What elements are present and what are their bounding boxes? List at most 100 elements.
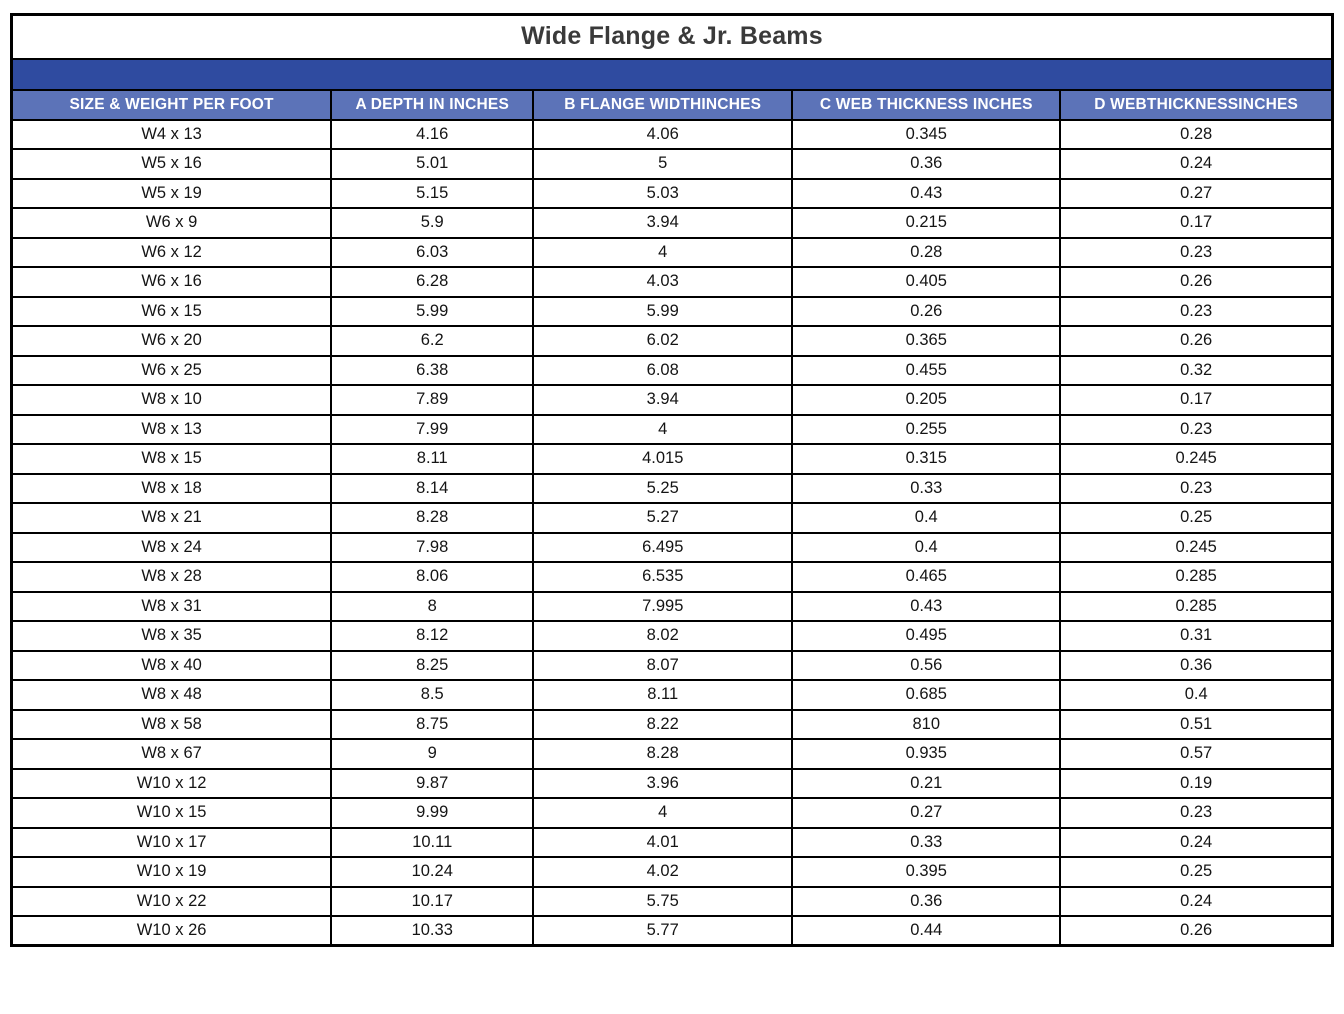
table-cell: 7.89 [330,384,535,416]
table-row: W6 x 16 6.28 4.03 0.405 0.26 [10,266,1334,298]
table-row: W6 x 25 6.38 6.08 0.455 0.32 [10,354,1334,386]
table-cell: 8.07 [532,649,794,681]
table-row: W10 x 17 10.11 4.01 0.33 0.24 [10,826,1334,858]
table-cell: 8.11 [532,679,794,711]
table-cell: 0.26 [1059,266,1334,298]
table-cell: 3.96 [532,767,794,799]
table-cell: 5.77 [532,915,794,947]
table-cell: W6 x 12 [10,236,333,268]
table-cell: 10.24 [330,856,535,888]
table-cell: W8 x 21 [10,502,333,534]
table-cell: W5 x 19 [10,177,333,209]
table-cell: W8 x 18 [10,472,333,504]
table-cell: 0.43 [791,177,1062,209]
table-cell: 0.26 [1059,325,1334,357]
table-cell: 6.28 [330,266,535,298]
table-cell: 4.03 [532,266,794,298]
table-cell: W8 x 58 [10,708,333,740]
table-cell: 5.01 [330,148,535,180]
table-row: W8 x 40 8.25 8.07 0.56 0.36 [10,649,1334,681]
table-cell: 6.495 [532,531,794,563]
table-cell: 5.9 [330,207,535,239]
table-cell: 8.06 [330,561,535,593]
table-cell: 0.24 [1059,148,1334,180]
table-cell: 4.01 [532,826,794,858]
table-cell: W6 x 15 [10,295,333,327]
blue-band [11,57,1333,91]
table-cell: 0.345 [791,118,1062,150]
table-cell: 0.23 [1059,797,1334,829]
table-row: W8 x 15 8.11 4.015 0.315 0.245 [10,443,1334,475]
table-cell: W8 x 31 [10,590,333,622]
table-cell: W10 x 26 [10,915,333,947]
table-cell: W6 x 20 [10,325,333,357]
table-cell: 9.99 [330,797,535,829]
table-cell: 0.285 [1059,590,1334,622]
table-cell: 3.94 [532,384,794,416]
table-row: W10 x 26 10.33 5.77 0.44 0.26 [10,915,1334,947]
table-cell: W5 x 16 [10,148,333,180]
table-body: W4 x 13 4.16 4.06 0.345 0.28 W5 x 16 5.01 5 0.36… [10,118,1334,947]
table-row: W8 x 18 8.14 5.25 0.33 0.23 [10,472,1334,504]
table-cell: 0.31 [1059,620,1334,652]
col-header-depth: A DEPTH IN INCHES [330,88,535,121]
table-cell: W8 x 13 [10,413,333,445]
table-cell: 0.285 [1059,561,1334,593]
table-cell: 0.21 [791,767,1062,799]
table-row: W6 x 15 5.99 5.99 0.26 0.23 [10,295,1334,327]
table-cell: 5.99 [532,295,794,327]
table-cell: 0.36 [1059,649,1334,681]
table-cell: 5.25 [532,472,794,504]
table-cell: 0.215 [791,207,1062,239]
table-cell: 8 [330,590,535,622]
table-row: W8 x 28 8.06 6.535 0.465 0.285 [10,561,1334,593]
table-row: W8 x 67 9 8.28 0.935 0.57 [10,738,1334,770]
table-cell: 4 [532,236,794,268]
table-cell: 0.17 [1059,207,1334,239]
table-cell: 4.015 [532,443,794,475]
table-cell: 8.28 [330,502,535,534]
table-cell: 9 [330,738,535,770]
table-cell: 0.25 [1059,856,1334,888]
table-cell: 0.465 [791,561,1062,593]
table-cell: 0.4 [1059,679,1334,711]
table-cell: 5.15 [330,177,535,209]
table-row: W5 x 16 5.01 5 0.36 0.24 [10,148,1334,180]
table-cell: 0.56 [791,649,1062,681]
table-cell: 0.4 [791,531,1062,563]
table-row: W10 x 19 10.24 4.02 0.395 0.25 [10,856,1334,888]
table-row: W8 x 21 8.28 5.27 0.4 0.25 [10,502,1334,534]
table-cell: 4.06 [532,118,794,150]
table-cell: W8 x 67 [10,738,333,770]
table-cell: 8.28 [532,738,794,770]
table-cell: W8 x 24 [10,531,333,563]
table-cell: 0.26 [791,295,1062,327]
table-cell: 4.02 [532,856,794,888]
table-cell: 0.405 [791,266,1062,298]
table-cell: 0.315 [791,443,1062,475]
table-row: W8 x 13 7.99 4 0.255 0.23 [10,413,1334,445]
table-cell: W6 x 25 [10,354,333,386]
table-cell: W8 x 15 [10,443,333,475]
table-cell: 5.75 [532,885,794,917]
table-title-row: Wide Flange & Jr. Beams [10,13,1334,60]
table-row: W10 x 15 9.99 4 0.27 0.23 [10,797,1334,829]
table-cell: 0.935 [791,738,1062,770]
table-row: W10 x 22 10.17 5.75 0.36 0.24 [10,885,1334,917]
table-cell: W10 x 12 [10,767,333,799]
table-cell: 8.02 [532,620,794,652]
table-row: W8 x 58 8.75 8.22 810 0.51 [10,708,1334,740]
table-cell: 0.495 [791,620,1062,652]
column-header-row: SIZE & WEIGHT PER FOOT A DEPTH IN INCHES… [10,88,1334,121]
table-cell: W6 x 9 [10,207,333,239]
beams-table-container: Wide Flange & Jr. Beams SIZE & WEIGHT PE… [10,13,1334,947]
table-cell: 6.2 [330,325,535,357]
table-cell: 0.51 [1059,708,1334,740]
table-cell: 0.23 [1059,236,1334,268]
table-cell: 0.57 [1059,738,1334,770]
table-cell: 8.5 [330,679,535,711]
table-cell: 0.28 [1059,118,1334,150]
table-cell: 5.99 [330,295,535,327]
table-cell: 0.23 [1059,295,1334,327]
table-cell: 0.24 [1059,826,1334,858]
